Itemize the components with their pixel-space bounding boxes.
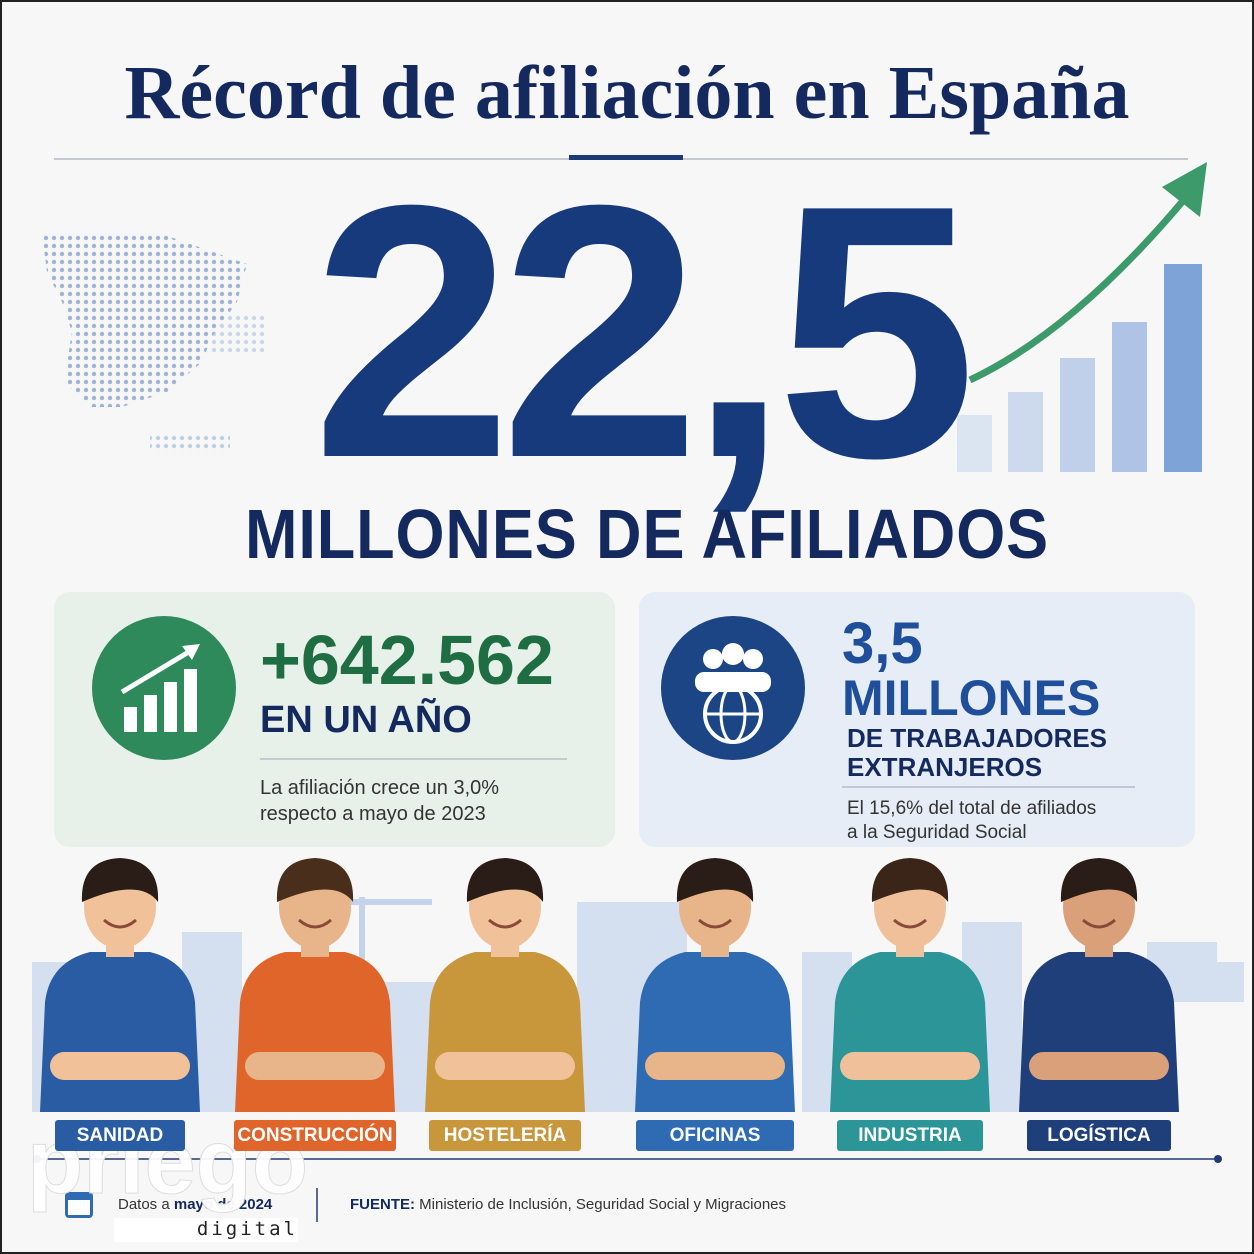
headline-caption: MILLONES DE AFILIADOS	[244, 495, 1050, 573]
figure-part	[245, 1052, 385, 1080]
card-label: EXTRANJEROS	[847, 752, 1043, 782]
figure-part	[50, 1052, 190, 1080]
footer-date-value: mayo de 2024	[173, 1196, 273, 1213]
watermark-suffix: digital	[114, 1218, 298, 1242]
footer-date-prefix: Datos a	[118, 1196, 170, 1213]
card-note: La afiliación crece un 3,0%	[260, 777, 500, 799]
footer-source-text: Ministerio de Inclusión, Seguridad Socia…	[419, 1196, 787, 1213]
figure-part	[698, 918, 732, 929]
figure-part	[840, 1052, 980, 1080]
figure-part	[830, 952, 990, 1112]
card-note: a la Seguridad Social	[847, 822, 1027, 843]
figure-part	[893, 918, 927, 929]
footer-date: Datos a mayo de 2024	[118, 1196, 272, 1213]
sector-label: INDUSTRIA	[837, 1120, 983, 1151]
card-label: EN UN AÑO	[260, 699, 472, 741]
figure-part	[1082, 918, 1116, 929]
footer-source: FUENTE: Ministerio de Inclusión, Segurid…	[350, 1196, 786, 1213]
figure-part	[276, 858, 354, 902]
figure-part	[871, 858, 949, 902]
figure-part	[425, 952, 585, 1112]
card-unit: MILLONES	[842, 670, 1101, 726]
sector-label: HOSTELERÍA	[429, 1120, 581, 1151]
card-note: respecto a mayo de 2023	[260, 803, 486, 825]
figure-part	[1029, 1052, 1169, 1080]
footer-source-label: FUENTE:	[350, 1196, 415, 1213]
headline-number: 22,5	[312, 131, 977, 533]
sector-label: OFICINAS	[636, 1120, 794, 1151]
card-value: +642.562	[260, 621, 554, 699]
figure-part	[40, 952, 200, 1112]
figure-part	[298, 918, 332, 929]
figure-part	[466, 858, 544, 902]
figure-part	[435, 1052, 575, 1080]
sector-label: SANIDAD	[55, 1120, 185, 1151]
card-note: El 15,6% del total de afiliados	[847, 798, 1097, 819]
sector-label: LOGÍSTICA	[1027, 1120, 1171, 1151]
figure-part	[1060, 858, 1138, 902]
title: Récord de afiliación en España	[124, 51, 1130, 135]
figure-part	[103, 918, 137, 929]
figure-part	[1019, 952, 1179, 1112]
figure-part	[488, 918, 522, 929]
card-value: 3,5	[842, 611, 923, 676]
sector-label: CONSTRUCCIÓN	[234, 1120, 396, 1151]
figure-part	[235, 952, 395, 1112]
figure-part	[676, 858, 754, 902]
figure-part	[645, 1052, 785, 1080]
figure-part	[635, 952, 795, 1112]
figure-part	[81, 858, 159, 902]
card-label: DE TRABAJADORES	[847, 723, 1108, 753]
